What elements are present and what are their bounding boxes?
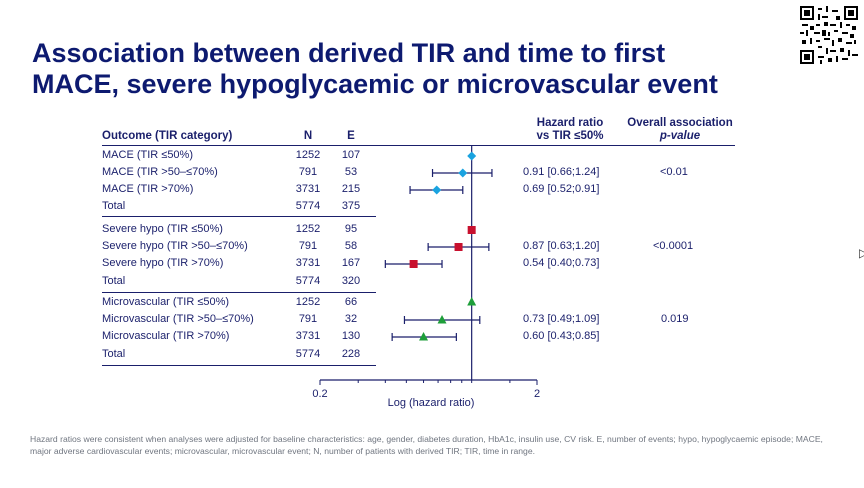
- x-tick-label: 2: [534, 388, 540, 400]
- hr-point-diamond: [432, 185, 442, 195]
- header-hazard-ratio: Hazard ratio vs TIR ≤50%: [520, 117, 620, 143]
- mouse-cursor-icon: ▷: [859, 246, 864, 260]
- row-n: 791: [298, 166, 318, 178]
- row-n: 3731: [295, 257, 321, 269]
- qr-code-icon[interactable]: [800, 6, 858, 64]
- header-n: N: [303, 130, 313, 142]
- header-outcome: Outcome (TIR category): [102, 130, 233, 142]
- row-total-label: Total: [102, 200, 126, 212]
- row-hazard-ratio: 0.73 [0.49;1.09]: [523, 313, 600, 325]
- row-label: Microvascular (TIR ≤50%): [102, 296, 230, 308]
- row-n: 791: [298, 313, 318, 325]
- row-e: 66: [344, 296, 358, 308]
- row-e: 215: [341, 183, 361, 195]
- row-total-e: 320: [341, 275, 361, 287]
- row-total-n: 5774: [295, 275, 321, 287]
- x-axis: 0.2 2: [312, 145, 540, 400]
- x-axis-label: Log (hazard ratio): [388, 397, 475, 409]
- group-rule-1: [102, 216, 376, 217]
- header-rule: [102, 145, 735, 146]
- row-e: 53: [344, 166, 358, 178]
- hr-point-triangle: [467, 297, 477, 306]
- row-e: 95: [344, 223, 358, 235]
- row-n: 3731: [295, 330, 321, 342]
- row-n: 1252: [295, 149, 321, 161]
- group-rule-2: [102, 292, 376, 293]
- row-label: Severe hypo (TIR >50–≤70%): [102, 240, 248, 252]
- row-e: 32: [344, 313, 358, 325]
- forest-marks: [384, 151, 493, 341]
- hr-point-square: [409, 260, 418, 268]
- row-hazard-ratio: 0.54 [0.40;0.73]: [523, 257, 600, 269]
- row-e: 167: [341, 257, 361, 269]
- row-hazard-ratio: 0.60 [0.43;0.85]: [523, 330, 600, 342]
- row-hazard-ratio: 0.87 [0.63;1.20]: [523, 240, 600, 252]
- header-e: E: [347, 130, 355, 142]
- row-p-value: <0.01: [660, 166, 688, 178]
- row-label: Severe hypo (TIR ≤50%): [102, 223, 223, 235]
- row-hazard-ratio: 0.69 [0.52;0.91]: [523, 183, 600, 195]
- header-hazard-ratio-line1: Hazard ratio: [536, 117, 604, 129]
- row-p-value: <0.0001: [653, 240, 694, 252]
- row-label: MACE (TIR >50–≤70%): [102, 166, 218, 178]
- hr-point-square: [467, 226, 476, 234]
- slide-title: Association between derived TIR and time…: [32, 38, 802, 100]
- hr-point-square: [454, 243, 463, 251]
- row-total-n: 5774: [295, 200, 321, 212]
- header-hazard-ratio-line2: vs TIR ≤50%: [536, 130, 604, 142]
- slide-title-line1: Association between derived TIR and time…: [32, 38, 666, 68]
- row-total-e: 228: [341, 348, 361, 360]
- row-label: MACE (TIR ≤50%): [102, 149, 193, 161]
- row-e: 107: [341, 149, 361, 161]
- header-p-value: Overall association p-value: [620, 117, 740, 143]
- row-e: 58: [344, 240, 358, 252]
- row-n: 3731: [295, 183, 321, 195]
- row-n: 1252: [295, 296, 321, 308]
- row-hazard-ratio: 0.91 [0.66;1.24]: [523, 166, 600, 178]
- row-label: Microvascular (TIR >70%): [102, 330, 230, 342]
- row-total-label: Total: [102, 348, 126, 360]
- row-total-label: Total: [102, 275, 126, 287]
- row-label: Microvascular (TIR >50–≤70%): [102, 313, 254, 325]
- row-p-value: 0.019: [661, 313, 689, 325]
- header-p-value-line2: p-value: [659, 130, 701, 142]
- slide-title-line2: MACE, severe hypoglycaemic or microvascu…: [32, 69, 718, 99]
- footnote: Hazard ratios were consistent when analy…: [30, 434, 823, 456]
- x-tick-label: 0.2: [312, 388, 327, 400]
- header-p-value-line1: Overall association: [627, 117, 733, 129]
- row-total-n: 5774: [295, 348, 321, 360]
- hr-point-diamond: [467, 151, 477, 161]
- row-n: 1252: [295, 223, 321, 235]
- row-n: 791: [298, 240, 318, 252]
- row-e: 130: [341, 330, 361, 342]
- group-rule-3: [102, 365, 376, 366]
- hr-point-triangle: [419, 332, 429, 341]
- row-label: Severe hypo (TIR >70%): [102, 257, 224, 269]
- hr-point-triangle: [437, 315, 447, 324]
- row-label: MACE (TIR >70%): [102, 183, 194, 195]
- row-total-e: 375: [341, 200, 361, 212]
- hr-point-diamond: [458, 168, 468, 178]
